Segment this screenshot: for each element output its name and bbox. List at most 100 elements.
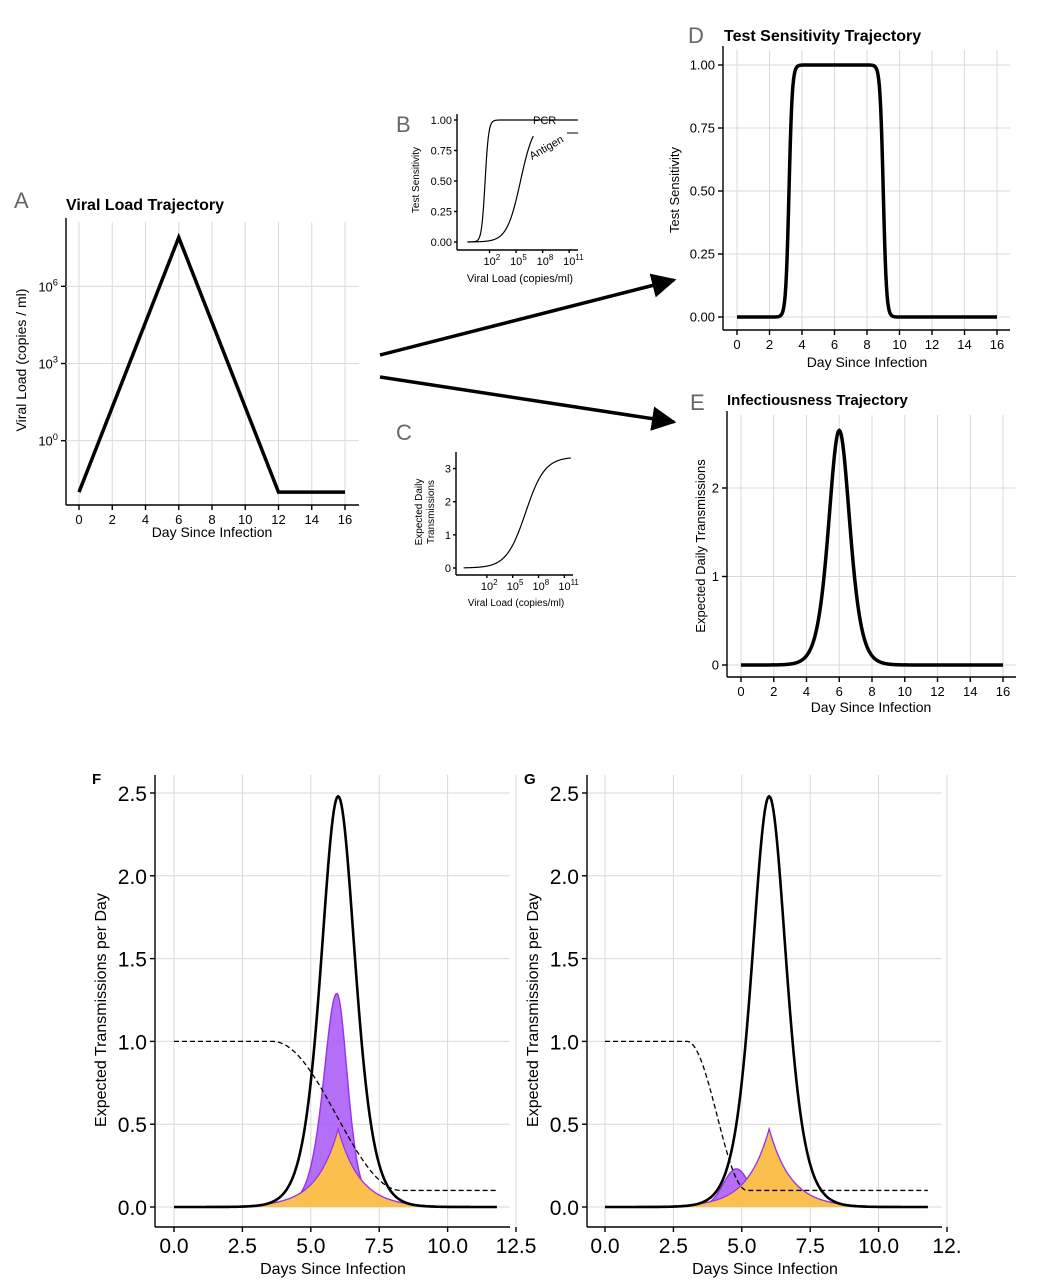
panel-e-y-tick-label: 2 — [712, 481, 719, 496]
panel-c-x-tick-label: 102 — [481, 578, 498, 593]
panel-b-series-antigen — [467, 135, 534, 243]
panel-b-x-tick-label: 1011 — [563, 253, 584, 268]
panel-f-x-tick-label: 12.5 — [496, 1235, 537, 1258]
panel-letter-d: D — [688, 23, 704, 48]
panel-f-x-tick-label: 0.0 — [159, 1235, 188, 1258]
panel-f-solid-line — [174, 794, 497, 1209]
panel-b-x-tick-label: 108 — [537, 253, 554, 268]
panel-e-x-tick-label: 12 — [930, 684, 944, 699]
panel-a-x-tick-label: 4 — [142, 512, 149, 527]
panel-g-chart: 0.0 2.5 5.0 7.5 10.0 12. 0.0 0.5 1.0 1.5 2.0 2.5 — [550, 775, 962, 1258]
panel-f-y-tick-label: 0.0 — [118, 1197, 147, 1220]
panel-f-chart: 0.0 2.5 5.0 7.5 10.0 12.5 0.0 0.5 1.0 1.5 2.0 2.5 — [118, 775, 537, 1258]
panel-a-x-tick-label: 14 — [305, 512, 319, 527]
panel-d-x-tick-label: 4 — [798, 337, 805, 352]
panel-c-x-tick-label: 1011 — [558, 578, 579, 593]
panel-g-x-tick-label: 10.0 — [858, 1235, 899, 1258]
panel-b-y-tick-label: 0.25 — [431, 207, 452, 219]
panel-c-x-tick-label: 105 — [507, 578, 524, 593]
panel-f-y-tick-label: 2.5 — [118, 783, 147, 806]
panel-g-dashed-line — [605, 1040, 928, 1192]
panel-a-x-tick-label: 10 — [238, 512, 252, 527]
panel-f-ylabel: Expected Transmissions per Day — [93, 893, 110, 1127]
panel-g-xlabel: Days Since Infection — [692, 1261, 838, 1278]
panel-d-series-line — [737, 63, 997, 319]
panel-c-ylabel-line2: Transmissions — [426, 480, 437, 544]
panel-letter-a: A — [14, 188, 29, 213]
panel-d-x-tick-label: 14 — [957, 337, 971, 352]
panel-e-y-tick-label: 0 — [712, 658, 719, 673]
panel-f-y-tick-label: 1.0 — [118, 1031, 147, 1054]
panel-b-chart: 0.00 0.25 0.50 0.75 1.00 102 105 108 1011 — [431, 114, 584, 268]
panel-e-xlabel: Day Since Infection — [811, 699, 932, 715]
panel-g-orange-area — [605, 1129, 928, 1207]
panel-e-x-tick-label: 8 — [868, 684, 875, 699]
panel-e-x-tick-label: 6 — [836, 684, 843, 699]
panel-b-y-tick-label: 0.00 — [431, 237, 452, 249]
panel-g-x-tick-label: 5.0 — [727, 1235, 756, 1258]
panel-c-xlabel: Viral Load (copies/ml) — [468, 598, 565, 609]
panel-d-x-tick-label: 0 — [733, 337, 740, 352]
panel-f-y-tick-label: 0.5 — [118, 1114, 147, 1137]
panel-f-x-tick-label: 5.0 — [296, 1235, 325, 1258]
panel-b-ylabel: Test Sensitivity — [411, 147, 422, 213]
panel-c-ylabel-line1: Expected Daily — [414, 479, 425, 546]
panel-d-title: Test Sensitivity Trajectory — [724, 28, 921, 45]
panel-d-y-tick-label: 1.00 — [690, 58, 715, 73]
panel-d-x-tick-label: 12 — [925, 337, 939, 352]
panel-f-y-tick-label: 1.5 — [118, 949, 147, 972]
panel-a-xlabel: Day Since Infection — [152, 524, 273, 540]
panel-g-y-tick-label: 1.0 — [550, 1031, 579, 1054]
panel-f-x-tick-label: 10.0 — [427, 1235, 468, 1258]
panel-e-x-tick-label: 2 — [770, 684, 777, 699]
panel-b-series-pcr — [467, 119, 578, 243]
panel-a-x-tick-label: 16 — [338, 512, 352, 527]
panel-f-dashed-line — [174, 1040, 497, 1192]
panel-d-y-tick-label: 0.00 — [690, 310, 715, 325]
panel-f-purple-area — [174, 993, 497, 1207]
panel-g-y-tick-label: 2.0 — [550, 866, 579, 889]
panel-letter-c: C — [396, 420, 412, 445]
panel-b-legend-pcr: PCR — [533, 115, 556, 127]
panel-a-series-line — [77, 232, 345, 494]
panel-a-title: Viral Load Trajectory — [66, 197, 224, 214]
panel-d-x-tick-label: 8 — [863, 337, 870, 352]
panel-b-y-tick-label: 0.75 — [431, 146, 452, 158]
panel-a-ylabel: Viral Load (copies / ml) — [13, 289, 29, 432]
panel-e-x-tick-label: 0 — [737, 684, 744, 699]
panel-d-ylabel: Test Sensitivity — [667, 147, 682, 233]
panel-c-chart: 0 1 2 3 102 105 108 1011 — [445, 452, 579, 593]
panel-a-x-tick-label: 8 — [208, 512, 215, 527]
panel-c-series-line — [463, 457, 571, 569]
panel-d-x-tick-label: 6 — [831, 337, 838, 352]
panel-g-x-tick-label: 0.0 — [590, 1235, 619, 1258]
panel-c-y-tick-label: 3 — [445, 464, 451, 476]
panel-d-y-tick-label: 0.50 — [690, 184, 715, 199]
panel-d-y-tick-label: 0.75 — [690, 121, 715, 136]
panel-a-y-tick-label: 103 — [38, 355, 58, 372]
panel-a-x-tick-label: 2 — [109, 512, 116, 527]
panel-f-x-tick-label: 7.5 — [365, 1235, 394, 1258]
panel-e-x-tick-label: 16 — [996, 684, 1010, 699]
panel-c-y-tick-label: 0 — [445, 563, 451, 575]
panel-a-x-tick-label: 0 — [75, 512, 82, 527]
arrow-to-panel-d — [379, 273, 677, 357]
panel-f-orange-area — [174, 1129, 497, 1207]
panel-f-xlabel: Days Since Infection — [260, 1261, 406, 1278]
panel-e-x-tick-label: 14 — [963, 684, 977, 699]
panel-d-chart: 0 2 4 6 8 10 12 14 16 0.00 0.25 0.50 0.75 1.00 — [690, 46, 1010, 352]
panel-f-y-tick-label: 2.0 — [118, 866, 147, 889]
panel-letter-f: F — [92, 771, 101, 788]
panel-e-x-tick-label: 4 — [803, 684, 810, 699]
panel-e-y-tick-label: 1 — [712, 569, 719, 584]
panel-g-x-tick-label: 2.5 — [659, 1235, 688, 1258]
panel-d-y-tick-label: 0.25 — [690, 247, 715, 262]
panel-letter-g: G — [524, 771, 536, 788]
panel-letter-b: B — [396, 112, 411, 137]
panel-d-x-tick-label: 10 — [892, 337, 906, 352]
panel-g-x-tick-label: 12. — [932, 1235, 961, 1258]
panel-c-x-tick-label: 108 — [533, 578, 550, 593]
panel-b-y-tick-label: 0.50 — [431, 176, 452, 188]
panel-b-xlabel: Viral Load (copies/ml) — [467, 273, 573, 285]
